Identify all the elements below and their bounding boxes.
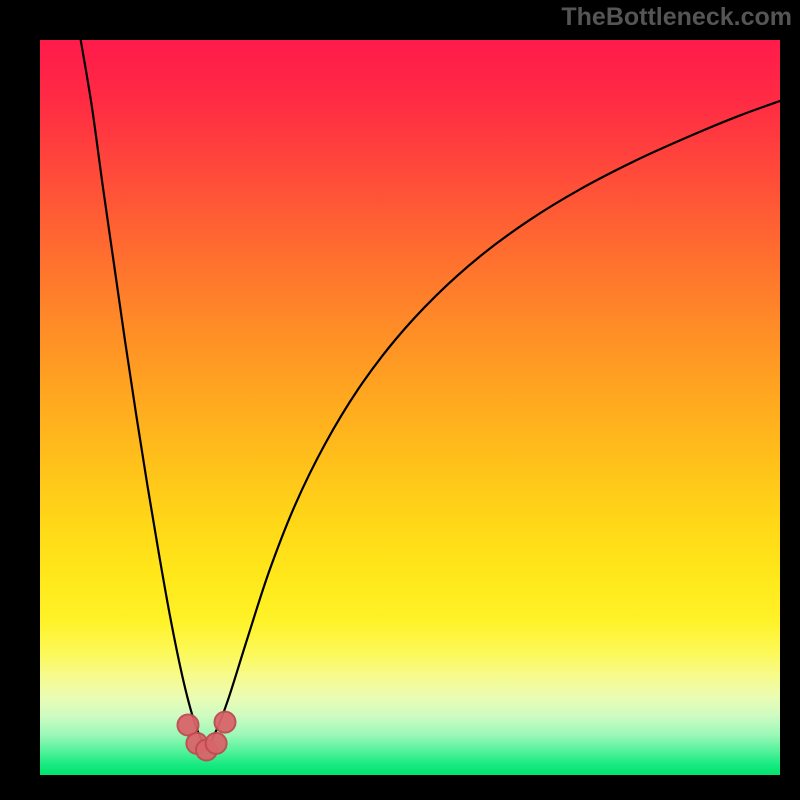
bottleneck-curve-chart — [40, 40, 780, 775]
curve-line — [81, 40, 780, 746]
frame-right — [780, 0, 800, 800]
vertex-marker-4 — [215, 712, 236, 733]
watermark-text: TheBottleneck.com — [561, 3, 792, 32]
vertex-marker-3 — [206, 733, 227, 754]
frame-bottom — [0, 775, 800, 800]
frame-left — [0, 0, 40, 800]
